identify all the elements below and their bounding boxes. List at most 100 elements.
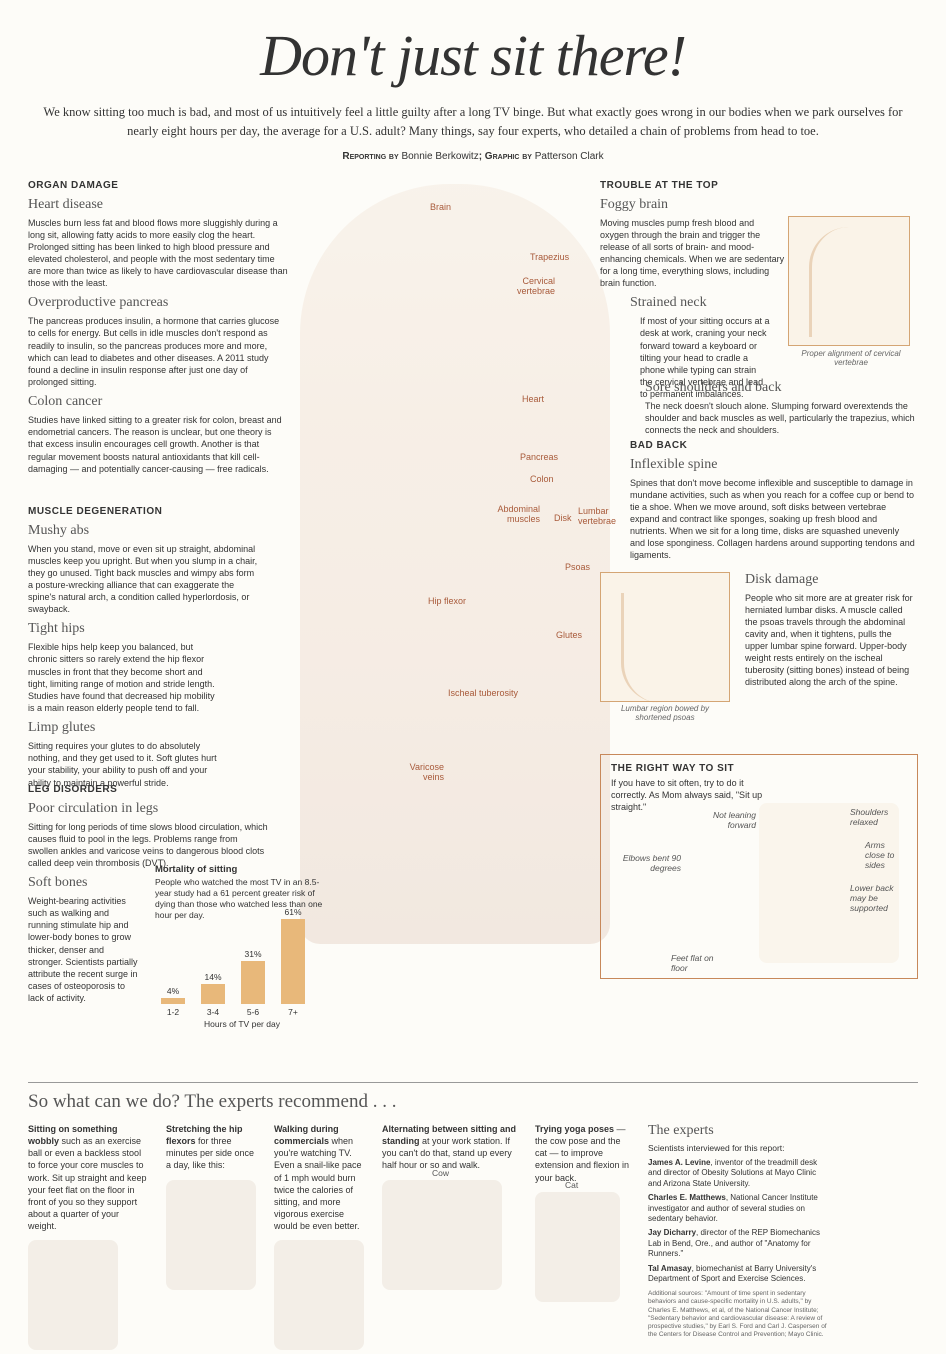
seated-figure-illustration: [300, 184, 610, 944]
text-brain: Moving muscles pump fresh blood and oxyg…: [600, 217, 785, 290]
heading-muscle: MUSCLE DEGENERATION: [28, 506, 258, 517]
rec-wobbly: Sitting on something wobbly such as an e…: [28, 1123, 148, 1350]
byline-reporting-label: Reporting by: [342, 151, 398, 162]
rec-walk-fig: [274, 1240, 364, 1350]
bar-category: 1-2: [167, 1007, 179, 1017]
rec-alternate: Alternating between sitting and standing…: [382, 1123, 517, 1350]
rec-yoga-bold: Trying yoga poses: [535, 1124, 614, 1134]
bar-rect: [161, 998, 185, 1004]
sub-abs: Mushy abs: [28, 523, 258, 539]
lumbar-caption: Lumbar region bowed by shortened psoas: [605, 704, 725, 722]
sub-shoulders: Sore shoulders and back: [645, 380, 915, 396]
section-trouble-top: TROUBLE AT THE TOP Foggy brain Moving mu…: [600, 180, 785, 401]
lumbar-shape-icon: [621, 593, 701, 703]
expert-item: Tal Amasay, biomechanist at Barry Univer…: [648, 1264, 828, 1285]
label-cat: Cat: [565, 1180, 578, 1191]
text-disk: People who sit more are at greater risk …: [745, 592, 915, 689]
rec-wobbly-text: such as an exercise ball or even a backl…: [28, 1136, 147, 1231]
text-pancreas: The pancreas produces insulin, a hormone…: [28, 315, 288, 388]
section-muscle-degen: MUSCLE DEGENERATION Mushy abs When you s…: [28, 506, 258, 789]
label-lumbar: Lumbar vertebrae: [578, 506, 628, 526]
label-glutes: Glutes: [556, 630, 582, 640]
byline-graphic-label: ; Graphic by: [479, 151, 532, 162]
text-sit: If you have to sit often, try to do it c…: [611, 777, 781, 813]
sub-disk: Disk damage: [745, 572, 915, 588]
byline-artist: Patterson Clark: [535, 151, 604, 162]
sub-brain: Foggy brain: [600, 197, 785, 213]
chart-xlabel: Hours of TV per day: [159, 1019, 325, 1029]
sub-glutes: Limp glutes: [28, 720, 258, 736]
label-cow: Cow: [432, 1168, 449, 1179]
tip-lean: Not leaning forward: [696, 810, 756, 830]
experts-section: The experts Scientists interviewed for t…: [648, 1123, 828, 1350]
section-disk-damage: Disk damage People who sit more are at g…: [745, 566, 915, 689]
label-brain: Brain: [430, 202, 451, 212]
right-way-to-sit-box: THE RIGHT WAY TO SIT If you have to sit …: [600, 754, 918, 979]
tip-lower: Lower back may be supported: [850, 883, 905, 913]
sub-heart: Heart disease: [28, 197, 288, 213]
rec-wobbly-fig: [28, 1240, 118, 1350]
text-shoulders: The neck doesn't slouch alone. Slumping …: [645, 400, 915, 436]
expert-item: Jay Dicharry, director of the REP Biomec…: [648, 1228, 828, 1259]
text-glutes: Sitting requires your glutes to do absol…: [28, 740, 218, 789]
text-hips: Flexible hips help keep you balanced, bu…: [28, 641, 218, 714]
section-shoulders: Sore shoulders and back The neck doesn't…: [645, 374, 915, 436]
bar-value: 61%: [284, 907, 301, 917]
bar-1-2: 4% 1-2: [159, 986, 187, 1017]
byline-reporter: Bonnie Berkowitz: [401, 151, 478, 162]
label-cervical: Cervical vertebrae: [505, 276, 555, 296]
spine-shape-icon: [809, 227, 889, 337]
tip-elbows: Elbows bent 90 degrees: [611, 853, 681, 873]
rec-stretch-fig: [166, 1180, 256, 1290]
heading-top: TROUBLE AT THE TOP: [600, 180, 785, 191]
text-heart: Muscles burn less fat and blood flows mo…: [28, 217, 288, 290]
rec-walk: Walking during commercials when you're w…: [274, 1123, 364, 1350]
tip-shoulders: Shoulders relaxed: [850, 807, 905, 827]
heading-sit: THE RIGHT WAY TO SIT: [611, 763, 907, 774]
bar-rect: [241, 961, 265, 1004]
experts-intro: Scientists interviewed for this report:: [648, 1143, 828, 1153]
recs-title: So what can we do? The experts recommend…: [28, 1091, 918, 1113]
bar-5-6: 31% 5-6: [239, 949, 267, 1017]
bar-3-4: 14%3-4: [199, 972, 227, 1016]
bar-category: 5-6: [247, 1007, 259, 1017]
heading-organ: ORGAN DAMAGE: [28, 180, 288, 191]
tip-feet: Feet flat on floor: [671, 953, 721, 973]
page-title: Don't just sit there!: [0, 22, 946, 89]
text-bones: Weight-bearing activities such as walkin…: [28, 895, 138, 1004]
sub-hips: Tight hips: [28, 621, 258, 637]
mortality-chart: Mortality of sitting People who watched …: [155, 864, 325, 1029]
expert-item: Charles E. Matthews, National Cancer Ins…: [648, 1193, 828, 1224]
sub-pancreas: Overproductive pancreas: [28, 295, 288, 311]
bar-category: 7+: [288, 1007, 298, 1017]
text-circ: Sitting for long periods of time slows b…: [28, 821, 268, 870]
rec-walk-text: when you're watching TV. Even a snail-li…: [274, 1136, 362, 1231]
chart-bars: 4%1-214%3-431%5-661%7+: [159, 927, 325, 1017]
bar-value: 31%: [244, 949, 261, 959]
sub-colon: Colon cancer: [28, 394, 288, 410]
label-ischeal: Ischeal tuberosity: [448, 688, 518, 698]
rec-alternate-fig: [382, 1180, 502, 1290]
experts-list: James A. Levine, inventor of the treadmi…: [648, 1158, 828, 1284]
label-colon: Colon: [530, 474, 554, 484]
bar-value: 14%: [204, 972, 221, 982]
heading-leg: LEG DISORDERS: [28, 784, 268, 795]
rec-yoga-fig: [535, 1192, 620, 1302]
sub-circ: Poor circulation in legs: [28, 801, 268, 817]
lumbar-illustration-box: [600, 572, 730, 702]
sub-spine: Inflexible spine: [630, 457, 915, 473]
text-spine: Spines that don't move become inflexible…: [630, 477, 915, 562]
heading-back: BAD BACK: [630, 440, 915, 451]
byline: Reporting by Bonnie Berkowitz; Graphic b…: [0, 151, 946, 162]
text-colon: Studies have linked sitting to a greater…: [28, 414, 288, 475]
bar-7+: 61% 7+: [279, 907, 307, 1016]
section-bad-back: BAD BACK Inflexible spine Spines that do…: [630, 440, 915, 562]
bar-value: 4%: [167, 986, 179, 996]
label-abdominal: Abdominal muscles: [485, 504, 540, 524]
chart-title: Mortality of sitting: [155, 864, 325, 875]
bar-rect: [201, 984, 225, 1003]
tip-arms: Arms close to sides: [865, 840, 905, 870]
label-heart: Heart: [522, 394, 544, 404]
label-disk: Disk: [554, 513, 572, 523]
section-organ-damage: ORGAN DAMAGE Heart disease Muscles burn …: [28, 180, 288, 475]
